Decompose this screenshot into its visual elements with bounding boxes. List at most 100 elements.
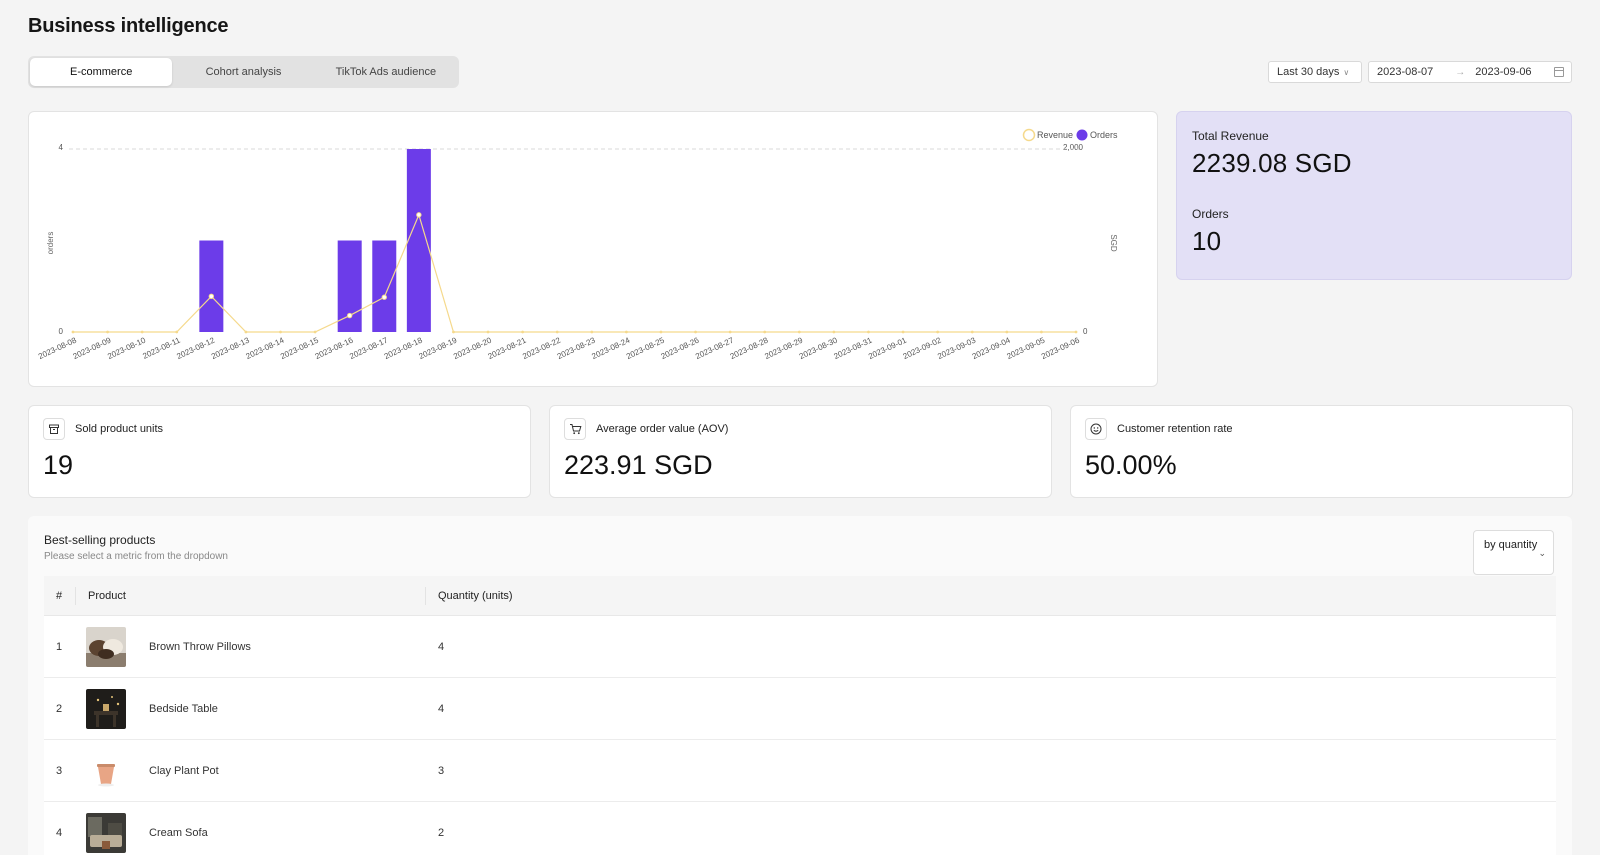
column-header-rank[interactable]: # xyxy=(44,586,76,605)
x-tick-label: 2023-08-23 xyxy=(556,335,597,361)
product-quantity: 4 xyxy=(438,702,445,715)
legend-revenue-label[interactable]: Revenue xyxy=(1037,130,1073,140)
metric-dropdown[interactable]: by quantity ⌄ xyxy=(1473,530,1554,575)
tab-cohort-analysis[interactable]: Cohort analysis xyxy=(205,66,282,78)
revenue-point-2023-08-18[interactable] xyxy=(416,212,422,218)
revenue-point-2023-08-17[interactable] xyxy=(381,294,387,300)
metric-card-retention: Customer retention rate 50.00% xyxy=(1070,405,1573,498)
bar-orders-2023-08-12[interactable] xyxy=(199,240,224,333)
product-thumbnail-pot xyxy=(86,750,126,791)
y-left-tick-max: 4 xyxy=(59,143,64,152)
revenue-point-2023-09-01[interactable] xyxy=(901,330,905,334)
revenue-point-2023-08-09[interactable] xyxy=(106,330,109,334)
x-tick-label: 2023-09-03 xyxy=(936,335,977,361)
revenue-point-2023-08-28[interactable] xyxy=(763,330,767,334)
chevron-down-icon: ⌄ xyxy=(1538,548,1546,558)
product-name[interactable]: Cream Sofa xyxy=(149,826,208,839)
x-tick-label: 2023-08-30 xyxy=(798,335,839,361)
bar-orders-2023-08-18[interactable] xyxy=(406,149,431,332)
revenue-point-2023-08-30[interactable] xyxy=(832,330,836,334)
revenue-point-2023-08-21[interactable] xyxy=(521,330,525,334)
revenue-point-2023-08-10[interactable] xyxy=(140,330,144,334)
date-range-select[interactable]: Last 30 days ∨ xyxy=(1268,61,1362,83)
tab-tiktok-ads-audience[interactable]: TikTok Ads audience xyxy=(335,66,437,78)
column-header-product[interactable]: Product xyxy=(76,586,426,605)
x-tick-label: 2023-08-13 xyxy=(210,335,251,361)
x-tick-label: 2023-08-12 xyxy=(175,335,216,361)
chart-revenue-line xyxy=(71,212,1078,334)
orders-value: 10 xyxy=(1192,226,1222,256)
revenue-point-2023-08-13[interactable] xyxy=(244,330,248,334)
revenue-point-2023-08-19[interactable] xyxy=(452,330,455,334)
orders-revenue-chart: Revenue Orders 4 0 2,000 0 orders SGD 20… xyxy=(28,111,1158,387)
bar-orders-2023-08-17[interactable] xyxy=(372,240,397,333)
date-range-picker[interactable]: 2023-08-07 → 2023-09-06 xyxy=(1368,61,1572,83)
x-tick-label: 2023-08-11 xyxy=(141,335,182,360)
revenue-point-2023-09-05[interactable] xyxy=(1040,330,1043,334)
x-tick-label: 2023-08-17 xyxy=(348,335,389,361)
legend-orders-label[interactable]: Orders xyxy=(1090,130,1118,140)
revenue-point-2023-08-14[interactable] xyxy=(279,330,282,334)
revenue-point-2023-08-31[interactable] xyxy=(867,330,870,334)
revenue-point-2023-08-29[interactable] xyxy=(797,330,801,334)
revenue-point-2023-08-08[interactable] xyxy=(71,330,75,334)
revenue-point-2023-09-02[interactable] xyxy=(936,330,940,334)
chart-x-ticks: 2023-08-082023-08-092023-08-102023-08-11… xyxy=(37,335,1081,361)
box-icon xyxy=(43,418,65,440)
x-tick-label: 2023-09-06 xyxy=(1040,335,1081,361)
revenue-point-2023-09-06[interactable] xyxy=(1074,330,1078,334)
legend-revenue-marker[interactable] xyxy=(1022,128,1036,142)
product-name[interactable]: Clay Plant Pot xyxy=(149,764,219,777)
metric-label: Average order value (AOV) xyxy=(596,423,729,435)
best-selling-subtitle: Please select a metric from the dropdown xyxy=(44,551,228,562)
table-row[interactable]: 1 Brown Throw Pillows 4 xyxy=(44,616,1556,678)
revenue-point-2023-09-04[interactable] xyxy=(1005,330,1009,334)
revenue-point-2023-08-22[interactable] xyxy=(555,330,559,334)
revenue-point-2023-08-11[interactable] xyxy=(175,330,179,334)
table-row[interactable]: 3 Clay Plant Pot 3 xyxy=(44,740,1556,802)
product-name[interactable]: Bedside Table xyxy=(149,702,218,715)
product-thumbnail-sofa xyxy=(86,812,126,853)
revenue-point-2023-09-03[interactable] xyxy=(970,330,974,334)
metric-dropdown-value: by quantity xyxy=(1484,539,1538,551)
revenue-point-2023-08-26[interactable] xyxy=(694,330,697,334)
revenue-point-2023-08-27[interactable] xyxy=(728,330,732,334)
row-rank: 3 xyxy=(56,764,63,777)
column-header-quantity[interactable]: Quantity (units) xyxy=(438,589,513,602)
metric-card-aov: Average order value (AOV) 223.91 SGD xyxy=(549,405,1052,498)
x-tick-label: 2023-08-15 xyxy=(279,335,320,361)
revenue-point-2023-08-20[interactable] xyxy=(486,330,490,334)
summary-card: Total Revenue 2239.08 SGD Orders 10 xyxy=(1176,111,1572,280)
table-row[interactable]: 4 Cream Sofa 2 xyxy=(44,802,1556,855)
revenue-point-2023-08-12[interactable] xyxy=(208,293,215,300)
revenue-point-2023-08-23[interactable] xyxy=(590,330,594,334)
chart-svg: Revenue Orders 4 0 2,000 0 orders SGD 20… xyxy=(37,128,1118,361)
arrow-right-icon: → xyxy=(1455,66,1466,78)
start-date[interactable]: 2023-08-07 xyxy=(1377,66,1434,78)
metric-card-sold-units: Sold product units 19 xyxy=(28,405,531,498)
bar-orders-2023-08-16[interactable] xyxy=(337,240,362,333)
x-tick-label: 2023-08-09 xyxy=(72,335,113,361)
x-tick-label: 2023-08-31 xyxy=(832,335,873,361)
table-header: # Product Quantity (units) xyxy=(44,576,1556,616)
legend-orders-marker[interactable] xyxy=(1076,129,1088,141)
table-row[interactable]: 2 Bedside Table 4 xyxy=(44,678,1556,740)
revenue-line-path xyxy=(73,213,1076,333)
x-tick-label: 2023-08-29 xyxy=(763,335,804,361)
revenue-point-2023-08-25[interactable] xyxy=(659,330,663,334)
metric-value: 19 xyxy=(43,450,74,480)
x-tick-label: 2023-08-19 xyxy=(417,335,458,361)
x-tick-label: 2023-08-25 xyxy=(625,335,666,361)
revenue-point-2023-08-16[interactable] xyxy=(346,312,353,319)
product-name[interactable]: Brown Throw Pillows xyxy=(149,640,251,653)
revenue-point-2023-08-15[interactable] xyxy=(313,330,317,334)
end-date[interactable]: 2023-09-06 xyxy=(1475,66,1532,78)
x-tick-label: 2023-08-26 xyxy=(660,335,701,361)
x-tick-label: 2023-09-05 xyxy=(1005,335,1046,361)
x-tick-label: 2023-08-22 xyxy=(521,335,562,361)
revenue-point-2023-08-24[interactable] xyxy=(624,330,628,334)
total-revenue-value: 2239.08 SGD xyxy=(1192,148,1352,178)
metric-value: 50.00% xyxy=(1085,450,1177,480)
tab-ecommerce[interactable]: E-commerce xyxy=(30,58,173,86)
tab-bar: E-commerce Cohort analysis TikTok Ads au… xyxy=(28,56,459,88)
